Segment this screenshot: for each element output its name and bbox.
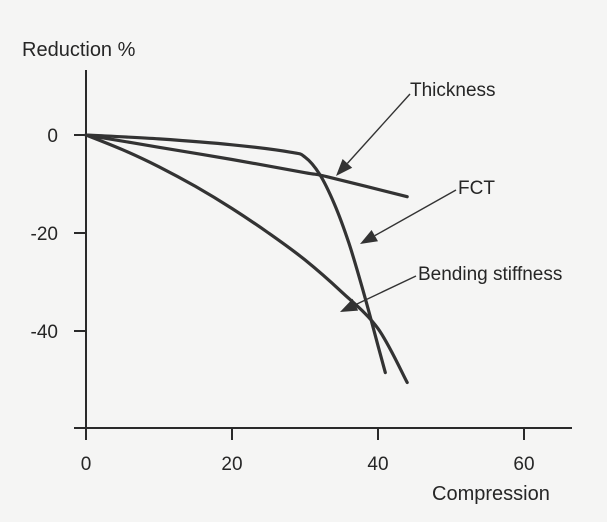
- annotation-leader-fct: [374, 189, 457, 237]
- annotation-thickness: Thickness: [410, 80, 496, 101]
- annotation-arrowhead-bending-stiffness: [340, 298, 359, 312]
- series-line-bending-stiffness: [84, 133, 409, 385]
- x-tick-label-60: 60: [513, 454, 534, 475]
- x-tick-label-40: 40: [367, 454, 388, 475]
- annotation-arrowhead-fct: [360, 230, 378, 244]
- x-tick-label-0: 0: [81, 454, 92, 475]
- y-tick-label-0: 0: [47, 126, 58, 147]
- annotations: Thickness FCT Bending stiffness: [336, 80, 562, 312]
- annotation-leader-thickness: [346, 93, 411, 164]
- series-lines: [84, 133, 409, 385]
- series-line-thickness: [84, 133, 409, 199]
- axes: [74, 70, 572, 429]
- x-axis-title: Compression: [432, 483, 550, 505]
- annotation-arrowhead-thickness: [336, 159, 353, 176]
- annotation-bending-stiffness: Bending stiffness: [418, 264, 562, 285]
- series-line-fct: [84, 133, 387, 375]
- annotation-leader-bending-stiffness: [355, 275, 417, 306]
- y-tick-label--20: -20: [31, 224, 58, 245]
- y-tick-label--40: -40: [31, 322, 58, 343]
- x-tick-label-20: 20: [221, 454, 242, 475]
- annotation-fct: FCT: [458, 178, 495, 199]
- y-axis-title: Reduction %: [22, 39, 136, 61]
- ticks: 0 20 40 60 0 -20 -40: [31, 126, 535, 475]
